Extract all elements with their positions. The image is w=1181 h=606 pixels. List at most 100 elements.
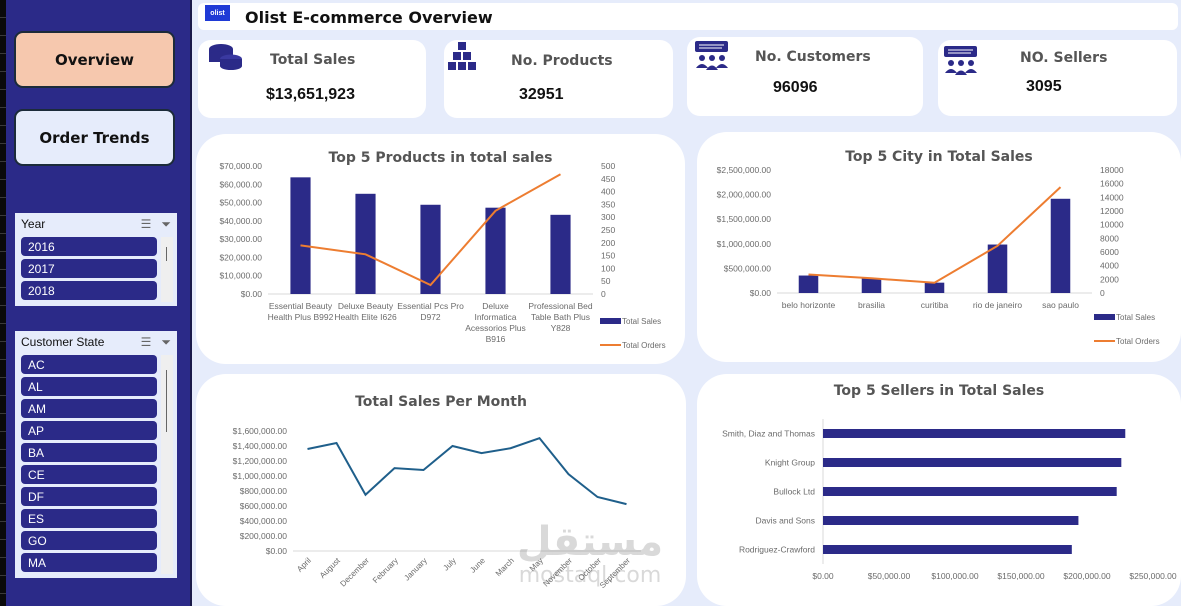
chart-title: Top 5 Products in total sales [328, 150, 553, 166]
legend-label: Total Sales [1116, 313, 1155, 322]
bar [861, 278, 882, 293]
y2-tick-label: 0 [1100, 288, 1105, 298]
y2-tick-label: 16000 [1100, 179, 1124, 189]
x-tick-label: Health Plus B992 [268, 312, 334, 322]
y2-tick-label: 350 [601, 199, 615, 209]
legend-swatch-total-sales [1094, 314, 1115, 320]
coins-icon [209, 44, 242, 70]
y-tick-label: $50,000.00 [219, 198, 262, 208]
y2-tick-label: 14000 [1100, 192, 1124, 202]
year-item[interactable]: 2017 [21, 259, 157, 278]
customer-state-item[interactable]: AM [21, 399, 157, 418]
customer-state-item[interactable]: AP [21, 421, 157, 440]
top-cities-chart: $0.00 $500,000.00 $1,000,000.00 $1,500,000.… [717, 165, 1160, 346]
legend-label: Total Sales [622, 317, 661, 326]
x-tick-label: $100,000.00 [931, 571, 979, 581]
bar [823, 487, 1117, 496]
bar [485, 207, 506, 294]
legend-swatch-total-sales [600, 318, 621, 324]
customer-state-slicer: Customer State ☰ ⏷ AC AL AM AP BA CE DF ES GO MA [15, 331, 177, 578]
year-item[interactable]: 2016 [21, 237, 157, 256]
y-tick-label: $400,000.00 [240, 516, 288, 526]
y2-tick-label: 250 [601, 225, 615, 235]
kpi-total-sales: Total Sales $13,651,923 [198, 40, 426, 118]
people-icon [695, 41, 728, 70]
clear-filter-icon[interactable]: ⏷ [161, 335, 171, 349]
multi-select-icon[interactable]: ☰ [140, 217, 152, 231]
y-tick-label: $70,000.00 [219, 161, 262, 171]
kpi-sellers: NO. Sellers 3095 [938, 40, 1177, 116]
year-slicer-list: 2016 2017 2018 [21, 237, 157, 302]
customer-state-item[interactable]: BA [21, 443, 157, 462]
kpi-value: $13,651,923 [266, 86, 355, 103]
x-tick-label: February [371, 556, 400, 585]
y-tick-label: $1,000,000.00 [717, 239, 772, 249]
x-tick-label: Health Elite I626 [334, 312, 397, 322]
y-tick-label: $20,000.00 [219, 252, 262, 262]
y2-tick-label: 400 [601, 187, 615, 197]
chart-title: Top 5 City in Total Sales [845, 149, 1033, 165]
y-tick-label: $1,200,000.00 [233, 456, 288, 466]
order-trends-button[interactable]: Order Trends [14, 109, 175, 166]
x-tick-label: sao paulo [1042, 300, 1079, 310]
bar [924, 282, 945, 293]
customer-state-item[interactable]: MA [21, 553, 157, 572]
y2-tick-label: 2000 [1100, 274, 1119, 284]
y-tick-label: $0.00 [266, 546, 288, 556]
x-tick-label: August [318, 556, 343, 581]
customer-state-item[interactable]: GO [21, 531, 157, 550]
y2-tick-label: 150 [601, 251, 615, 261]
sidebar: Overview Order Trends Year ☰ ⏷ 2016 2017 2… [6, 0, 192, 606]
x-tick-label: B916 [486, 334, 506, 344]
y-tick-label: $200,000.00 [240, 531, 288, 541]
x-tick-label: curitiba [921, 300, 949, 310]
x-tick-label: $50,000.00 [868, 571, 911, 581]
y-tick-label: $0.00 [241, 289, 263, 299]
y2-tick-label: 100 [601, 263, 615, 273]
kpi-value: 96096 [773, 79, 818, 96]
customer-state-slicer-scrollbar[interactable] [161, 355, 173, 574]
overview-button[interactable]: Overview [14, 31, 175, 88]
monthly-sales-chart: $0.00 $200,000.00 $400,000.00 $600,000.00 $8… [233, 426, 641, 590]
y-tick-label: $40,000.00 [219, 216, 262, 226]
multi-select-icon[interactable]: ☰ [140, 335, 152, 349]
x-tick-label: April [295, 556, 313, 574]
clear-filter-icon[interactable]: ⏷ [161, 217, 171, 231]
customer-state-item[interactable]: AL [21, 377, 157, 396]
customer-state-item[interactable]: ES [21, 509, 157, 528]
customer-state-item[interactable]: CE [21, 465, 157, 484]
y-tick-label: $2,000,000.00 [717, 190, 772, 200]
y-tick-label: Smith, Diaz and Thomas [722, 429, 815, 439]
year-slicer-scrollbar[interactable] [161, 237, 173, 302]
spreadsheet-row-strip [0, 0, 6, 606]
year-slicer: Year ☰ ⏷ 2016 2017 2018 [15, 213, 177, 306]
y2-tick-label: 200 [601, 238, 615, 248]
top-sellers-chart: $0.00 $50,000.00 $100,000.00 $150,000.00 $20… [722, 419, 1177, 581]
y2-tick-label: 10000 [1100, 220, 1124, 230]
x-tick-label: belo horizonte [782, 300, 836, 310]
x-tick-label: October [576, 556, 603, 583]
x-tick-label: Essential Beauty [269, 301, 333, 311]
y-tick-label: $10,000.00 [219, 271, 262, 281]
x-tick-label: Table Bath Plus [531, 312, 590, 322]
y2-tick-label: 4000 [1100, 261, 1119, 271]
y-tick-label: $1,500,000.00 [717, 214, 772, 224]
x-tick-label: Deluxe [482, 301, 509, 311]
y-tick-label: $60,000.00 [219, 179, 262, 189]
y-tick-label: $600,000.00 [240, 501, 288, 511]
bar [290, 177, 311, 294]
x-tick-label: Acessorios Plus [465, 323, 525, 333]
x-tick-label: Essential Pcs Pro [397, 301, 464, 311]
customer-state-item[interactable]: AC [21, 355, 157, 374]
year-item[interactable]: 2018 [21, 281, 157, 300]
page-title: Olist E-commerce Overview [245, 8, 493, 27]
people-icon [944, 46, 977, 75]
y-tick-label: $1,600,000.00 [233, 426, 288, 436]
customer-state-item[interactable]: DF [21, 487, 157, 506]
bar [823, 545, 1072, 554]
total-orders-line [808, 186, 1062, 284]
x-tick-label: June [468, 556, 487, 575]
kpi-products: No. Products 32951 [444, 40, 673, 118]
kpi-value: 3095 [1026, 78, 1062, 95]
x-tick-label: March [494, 556, 516, 578]
